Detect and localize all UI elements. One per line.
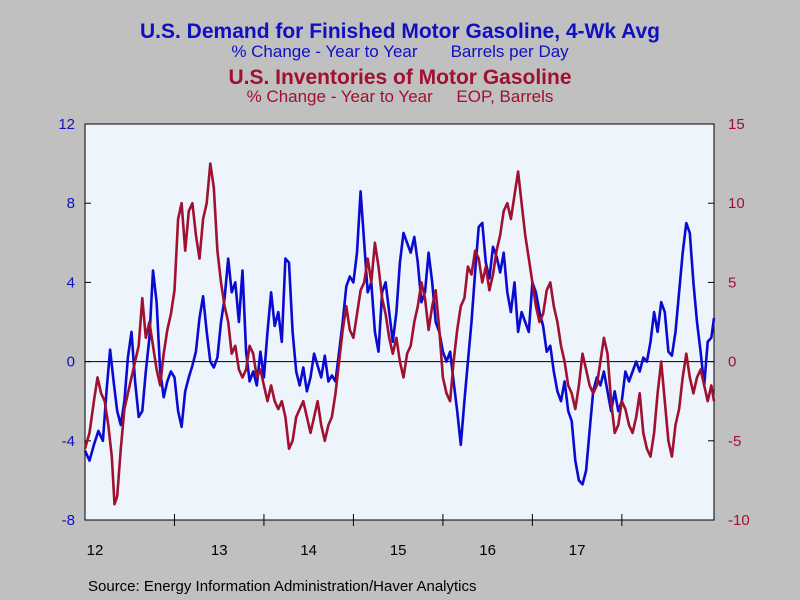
- left-tick-label: -4: [62, 433, 75, 450]
- right-tick-label: 15: [728, 116, 745, 133]
- left-tick-label: 4: [67, 274, 75, 291]
- left-tick-label: 0: [67, 354, 75, 371]
- x-tick-label: 17: [569, 542, 586, 559]
- chart-subtitle-demand: % Change - Year to Year Barrels per Day: [231, 42, 569, 61]
- series-lines: [83, 162, 716, 506]
- chart-subtitle-inventories: % Change - Year to Year EOP, Barrels: [246, 87, 554, 106]
- x-tick-label: 15: [390, 542, 407, 559]
- axis-labels: 12 8 4 0 -4 -8 15 10 5 0 -5 -10 12 13 14 15 16 17: [58, 116, 749, 559]
- plot-area: [84, 123, 715, 521]
- right-tick-label: 5: [728, 274, 736, 291]
- demand-series-line: [83, 190, 716, 486]
- x-tick-label: 16: [479, 542, 496, 559]
- right-tick-label: -5: [728, 433, 741, 450]
- x-tick-label: 14: [300, 542, 317, 559]
- left-tick-label: -8: [62, 512, 75, 529]
- right-tick-label: 10: [728, 195, 745, 212]
- right-tick-label: -10: [728, 512, 750, 529]
- left-tick-label: 12: [58, 116, 75, 133]
- x-tick-label: 13: [211, 542, 228, 559]
- source-note: Source: Energy Information Administratio…: [88, 578, 477, 595]
- inventories-series-line: [83, 162, 716, 506]
- chart-title-demand: U.S. Demand for Finished Motor Gasoline,…: [140, 20, 660, 43]
- right-tick-label: 0: [728, 354, 736, 371]
- chart-title-inventories: U.S. Inventories of Motor Gasoline: [228, 66, 572, 89]
- x-tick-label: 12: [87, 542, 104, 559]
- left-tick-label: 8: [67, 195, 75, 212]
